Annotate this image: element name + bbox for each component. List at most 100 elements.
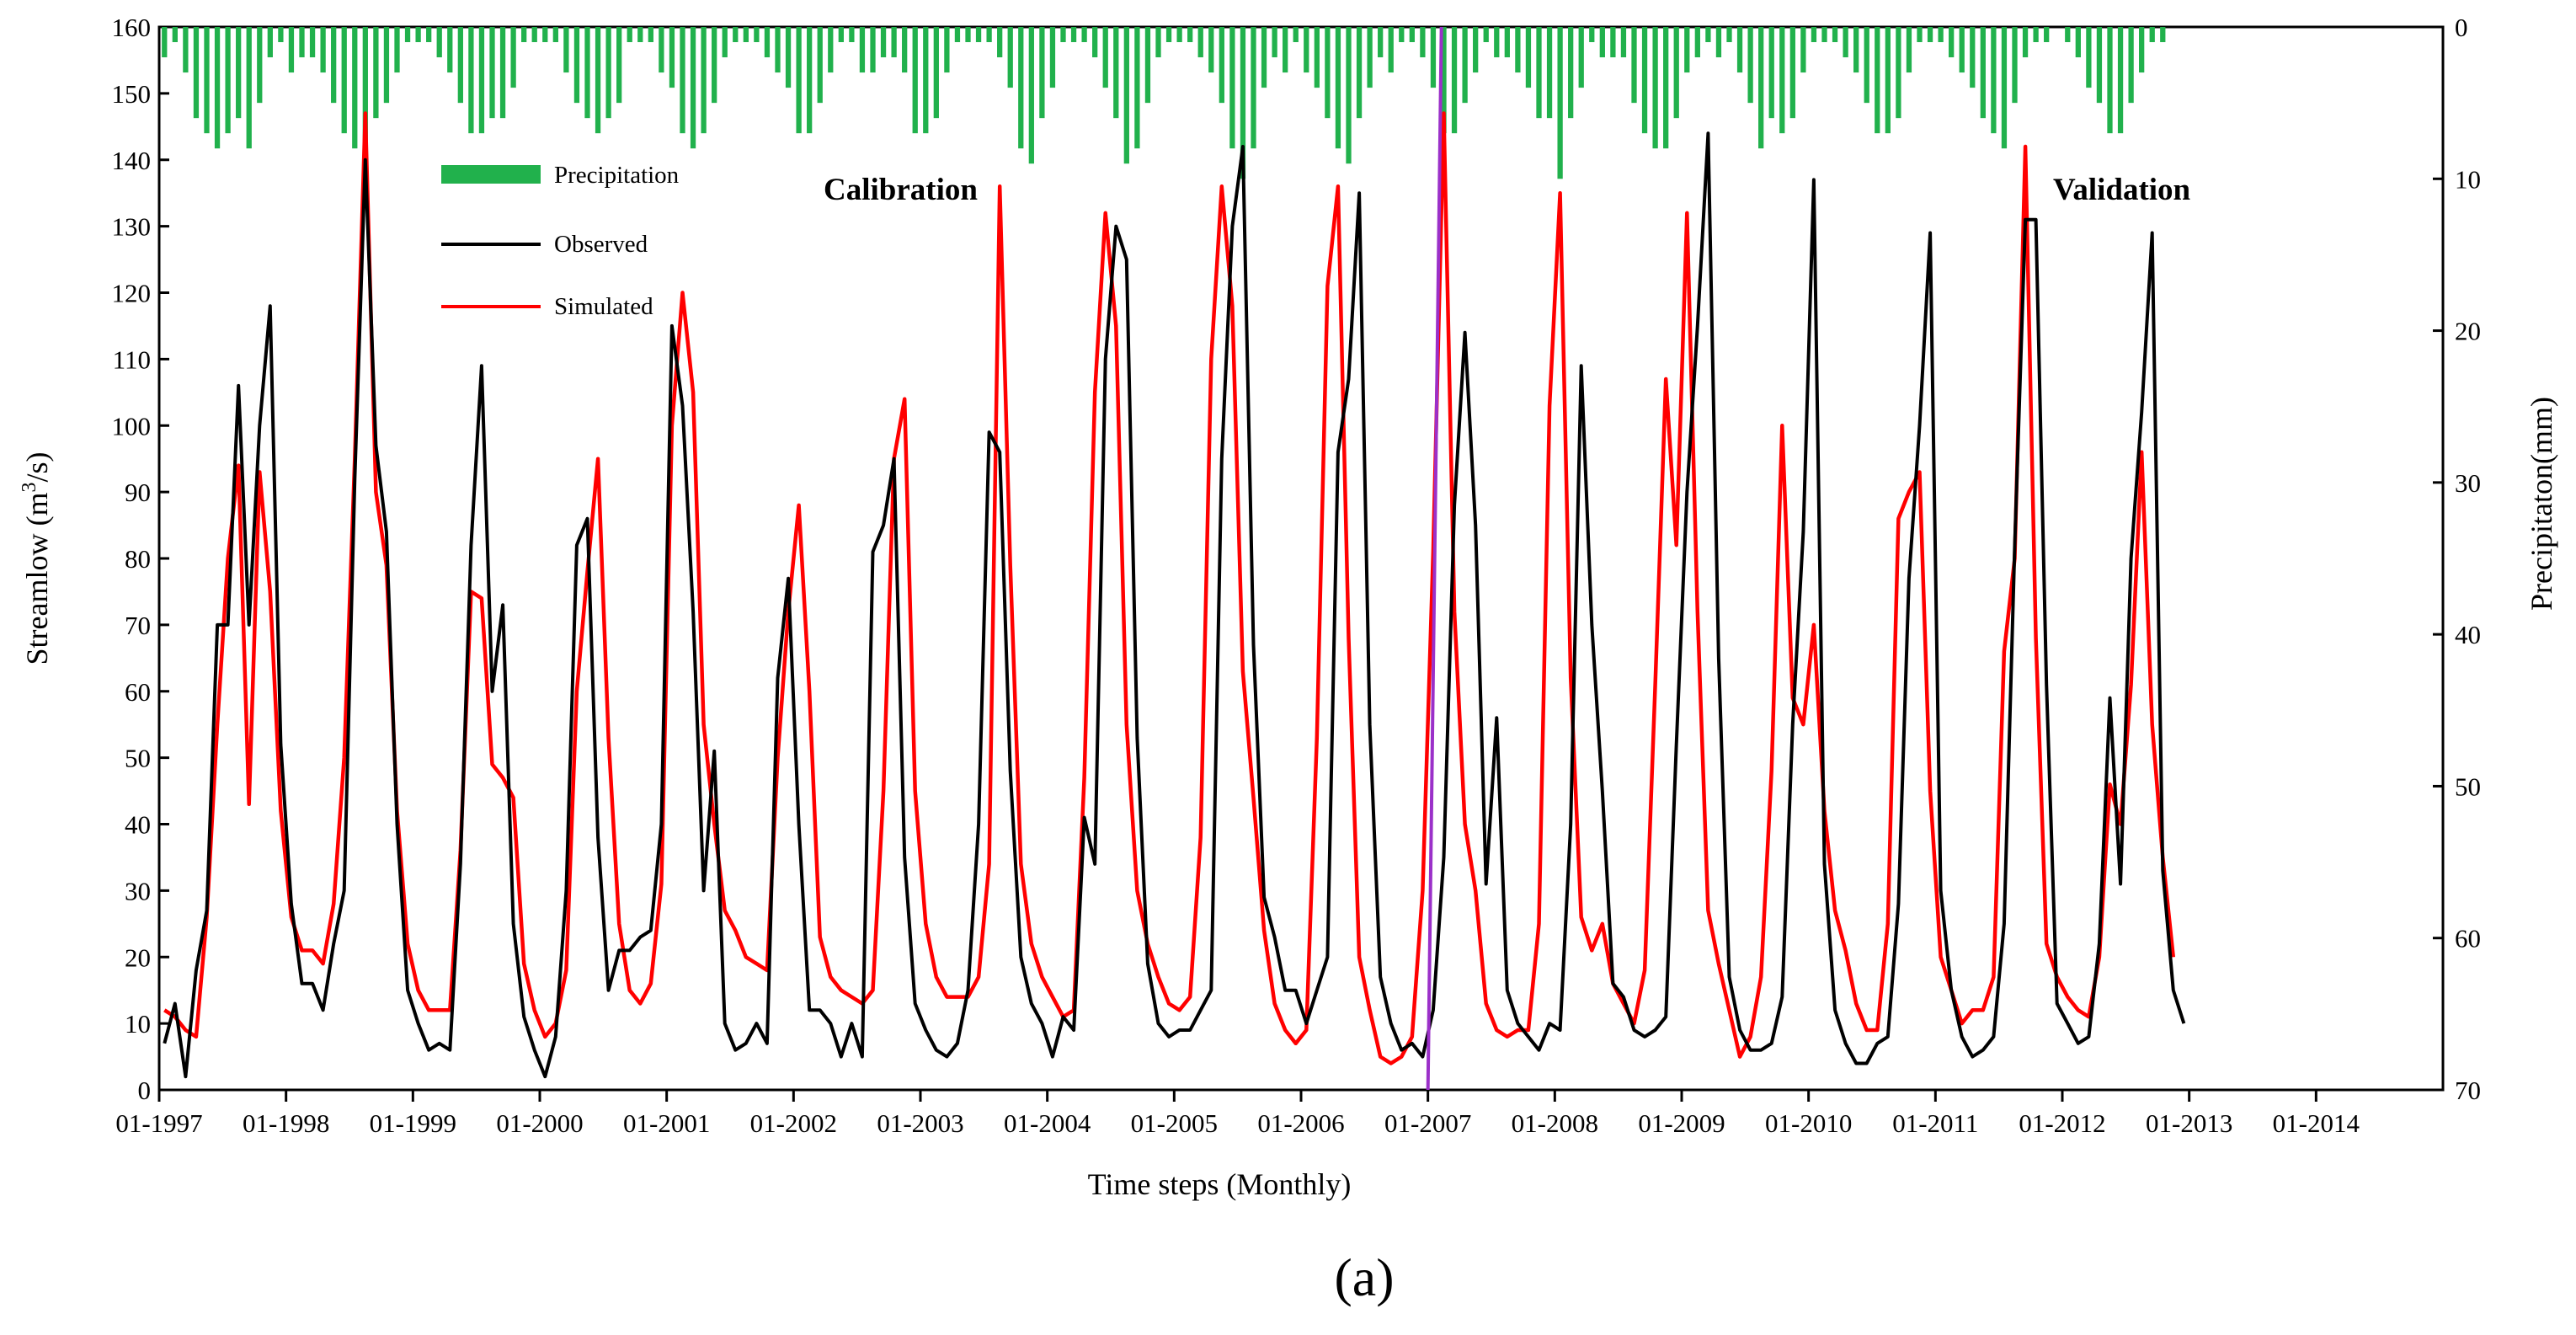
precipitation-bar bbox=[1938, 27, 1944, 43]
left-axis-ticks: 0 10 20 30 40 50 60 70 80 90 100 110 120 130 140 150 160 bbox=[112, 13, 169, 1105]
precipitation-bar bbox=[1367, 27, 1373, 88]
calibration-validation-split-line bbox=[1426, 26, 1443, 1091]
precipitation-bar bbox=[1631, 27, 1637, 104]
precipitation-bar bbox=[807, 27, 813, 134]
precipitation-bar bbox=[563, 27, 569, 73]
precipitation-bar bbox=[754, 27, 760, 43]
precipitation-bar bbox=[912, 27, 918, 134]
precipitation-bar bbox=[1060, 27, 1066, 43]
precipitation-bar bbox=[1208, 27, 1214, 73]
legend-precipitation-label: Precipitation bbox=[554, 162, 680, 189]
precipitation-bar bbox=[1578, 27, 1584, 88]
precipitation-bar bbox=[383, 27, 390, 104]
precipitation-bar bbox=[1155, 27, 1161, 58]
precipitation-bar bbox=[986, 27, 992, 43]
precipitation-bar bbox=[1272, 27, 1277, 58]
precipitation-bar bbox=[1589, 27, 1595, 43]
precipitation-bar bbox=[2149, 27, 2155, 43]
precipitation-bar bbox=[2012, 27, 2018, 104]
precipitation-bar bbox=[1758, 27, 1764, 149]
precipitation-bar bbox=[1473, 27, 1479, 73]
left-tick-label: 60 bbox=[125, 677, 151, 707]
precipitation-bar bbox=[1843, 27, 1848, 58]
precipitation-bar bbox=[1610, 27, 1616, 58]
precipitation-bar bbox=[204, 27, 210, 134]
precipitation-bar bbox=[1388, 27, 1394, 73]
left-tick-label: 150 bbox=[112, 79, 152, 109]
precipitation-bar bbox=[1652, 27, 1658, 149]
right-axis-ticks: 0 10 20 30 40 50 60 70 bbox=[2433, 13, 2481, 1105]
precipitation-bar bbox=[733, 27, 739, 43]
precipitation-bar bbox=[193, 27, 200, 119]
right-tick-label: 40 bbox=[2455, 620, 2481, 649]
precipitation-bar bbox=[849, 27, 855, 43]
precipitation-bar bbox=[1261, 27, 1267, 88]
precipitation-bar bbox=[1864, 27, 1869, 104]
legend-observed-label: Observed bbox=[554, 231, 648, 258]
precipitation-bar bbox=[1811, 27, 1817, 43]
precipitation-bar bbox=[1102, 27, 1108, 88]
precipitation-bar bbox=[1251, 27, 1256, 149]
precipitation-bar bbox=[1187, 27, 1193, 43]
precipitation-bar bbox=[1970, 27, 1976, 88]
x-tick-label: 01-2012 bbox=[2019, 1108, 2105, 1138]
precipitation-bar bbox=[2117, 27, 2124, 134]
precipitation-bar bbox=[1176, 27, 1182, 43]
x-tick-label: 01-2003 bbox=[877, 1108, 963, 1138]
x-tick-label: 01-2014 bbox=[2273, 1108, 2360, 1138]
precipitation-bar bbox=[690, 27, 696, 149]
x-axis-ticks: 01-1997 01-1998 01-1999 01-2000 01-2001 01-20… bbox=[115, 1090, 2360, 1138]
x-tick-label: 01-2013 bbox=[2146, 1108, 2232, 1138]
calibration-label: Calibration bbox=[824, 173, 978, 207]
precipitation-bar bbox=[1144, 27, 1151, 104]
left-tick-label: 110 bbox=[113, 344, 151, 374]
precipitation-bar bbox=[584, 27, 590, 119]
precipitation-bar bbox=[1420, 27, 1426, 58]
precipitation-bar bbox=[1747, 27, 1753, 104]
right-tick-label: 20 bbox=[2455, 317, 2481, 346]
validation-label: Validation bbox=[2053, 173, 2191, 207]
precipitation-bar bbox=[1779, 27, 1785, 134]
precipitation-bar bbox=[2107, 27, 2113, 134]
precipitation-bar bbox=[1409, 27, 1415, 43]
precipitation-bar bbox=[2075, 27, 2081, 58]
x-tick-label: 01-1999 bbox=[370, 1108, 456, 1138]
precipitation-bar bbox=[1949, 27, 1955, 58]
left-tick-label: 90 bbox=[125, 478, 151, 507]
x-tick-label: 01-1998 bbox=[243, 1108, 329, 1138]
precipitation-bar bbox=[362, 27, 368, 164]
precipitation-bar bbox=[1441, 27, 1447, 134]
precipitation-bar bbox=[1346, 27, 1352, 164]
right-axis-title: Precipitaton(mm) bbox=[2525, 397, 2558, 611]
precipitation-bar bbox=[1462, 27, 1468, 104]
left-tick-label: 30 bbox=[125, 876, 151, 905]
right-tick-label: 60 bbox=[2455, 924, 2481, 953]
x-tick-label: 01-2005 bbox=[1131, 1108, 1218, 1138]
left-tick-label: 0 bbox=[138, 1076, 152, 1105]
precipitation-bar bbox=[595, 27, 601, 134]
precipitation-bar bbox=[1536, 27, 1542, 119]
precipitation-bar bbox=[1906, 27, 1912, 73]
left-tick-label: 10 bbox=[125, 1009, 151, 1039]
precipitation-bar bbox=[2139, 27, 2145, 73]
precipitation-bar bbox=[1028, 27, 1034, 164]
precipitation-bar bbox=[1525, 27, 1532, 88]
precipitation-bar bbox=[1283, 27, 1288, 73]
precipitation-bar bbox=[373, 27, 379, 119]
precipitation-bar bbox=[521, 27, 527, 43]
precipitation-bar bbox=[1335, 27, 1341, 149]
precipitation-bar bbox=[701, 27, 707, 134]
precipitation-bar bbox=[785, 27, 792, 88]
precipitation-bar bbox=[288, 27, 295, 73]
left-tick-label: 100 bbox=[112, 411, 152, 441]
precipitation-bar bbox=[415, 27, 421, 43]
precipitation-bar bbox=[404, 27, 411, 43]
precipitation-bar bbox=[573, 27, 580, 104]
x-tick-label: 01-2000 bbox=[496, 1108, 583, 1138]
precipitation-bar bbox=[933, 27, 939, 119]
precipitation-bar bbox=[1980, 27, 1986, 119]
precipitation-bar bbox=[1007, 27, 1013, 88]
precipitation-bar bbox=[1219, 27, 1224, 104]
precipitation-bar bbox=[1451, 27, 1458, 134]
